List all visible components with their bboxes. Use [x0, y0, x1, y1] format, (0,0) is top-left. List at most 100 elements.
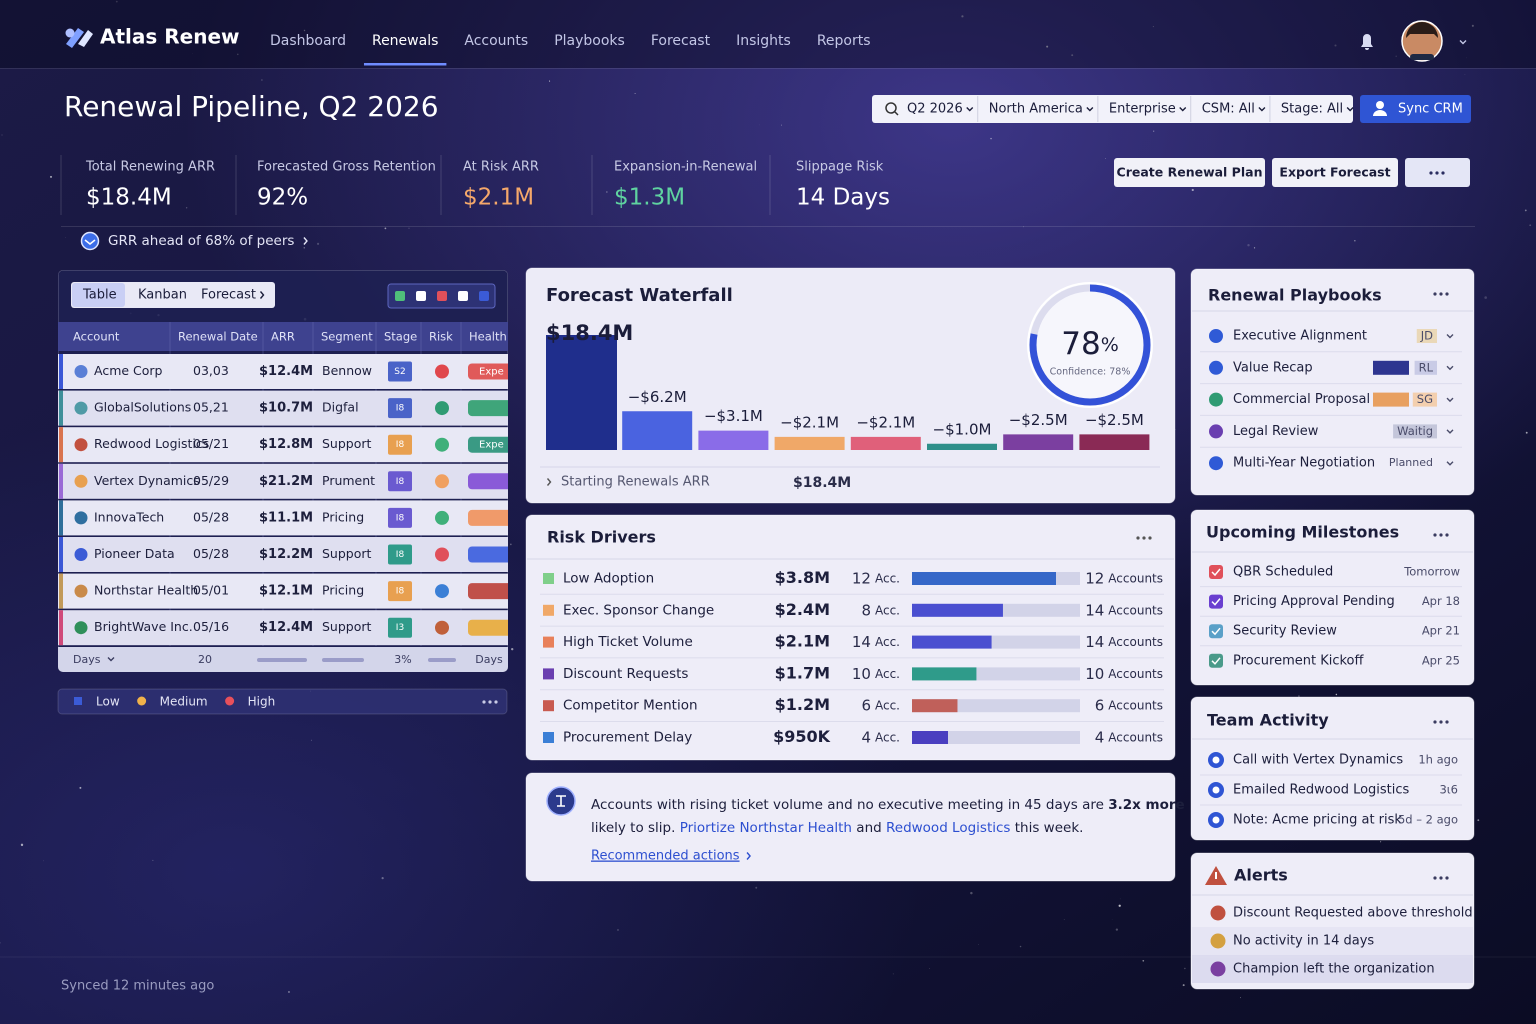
risk-swatch — [543, 636, 554, 648]
table-row[interactable] — [58, 427, 508, 463]
column-header: Segment — [321, 330, 373, 344]
table-row[interactable] — [58, 500, 508, 536]
risk-acc-unit: Acc. — [875, 698, 900, 712]
action-button[interactable] — [1114, 158, 1265, 187]
column-header: Risk — [429, 330, 453, 344]
nav-item[interactable]: Dashboard — [270, 33, 346, 49]
kpi-value: $2.1M — [463, 185, 534, 211]
footer-bar — [322, 658, 364, 662]
chevron-icon — [746, 852, 751, 860]
kpi-value: $18.4M — [86, 185, 172, 211]
milestone-check — [1211, 568, 1221, 577]
filter-dropdown[interactable]: North America — [989, 102, 1083, 117]
insight-link[interactable]: Redwood Logistics — [886, 820, 1010, 836]
chevron-icon — [1446, 429, 1454, 434]
playbook-name[interactable]: Multi-Year Negotiation — [1233, 456, 1375, 471]
milestone-name[interactable]: QBR Scheduled — [1233, 565, 1333, 580]
row-stripe — [59, 354, 63, 389]
table-row[interactable] — [58, 573, 508, 609]
insight-link[interactable]: Priortize Northstar Health — [680, 820, 852, 836]
peer-note[interactable]: GRR ahead of 68% of peers — [108, 233, 294, 249]
table-footer-cell: 20 — [198, 653, 212, 666]
stage-badge-label: I8 — [396, 404, 405, 414]
milestone-name[interactable]: Procurement Kickoff — [1233, 653, 1365, 668]
view-tab[interactable]: Table — [82, 288, 117, 303]
chevron-icon — [1346, 107, 1354, 112]
filter-dropdown[interactable]: Stage: All — [1281, 102, 1343, 117]
risk-bar — [912, 603, 1003, 617]
stage-badge — [388, 544, 412, 565]
nav-item[interactable]: Insights — [736, 33, 791, 49]
playbook-name[interactable]: Commercial Proposal — [1233, 392, 1370, 407]
star — [1524, 209, 1527, 212]
account-dot — [74, 438, 88, 452]
playbook-name[interactable]: Legal Review — [1233, 424, 1319, 439]
star — [1466, 57, 1467, 59]
star — [616, 928, 620, 932]
milestone-name[interactable]: Security Review — [1233, 624, 1337, 639]
star — [892, 973, 894, 975]
milestone-date: Apr 25 — [1422, 653, 1460, 667]
playbook-dot — [1209, 392, 1223, 407]
nav-item[interactable]: Renewals — [372, 33, 438, 49]
waterfall-bar — [774, 436, 845, 450]
star — [755, 886, 758, 889]
star — [928, 968, 930, 969]
filter-dropdown[interactable]: Q2 2026 — [907, 102, 963, 117]
risk-track — [912, 731, 1080, 744]
star — [990, 137, 992, 140]
filter-dropdown[interactable]: Enterprise — [1109, 102, 1176, 117]
milestone-check — [1211, 627, 1221, 636]
activity-text[interactable]: Call with Vertex Dynamics — [1233, 753, 1403, 768]
alert-text[interactable]: Champion left the organization — [1233, 962, 1435, 977]
milestone-name[interactable]: Pricing Approval Pending — [1233, 594, 1395, 609]
nav-item[interactable]: Reports — [817, 33, 871, 49]
chevron-icon — [1446, 334, 1454, 339]
table-row[interactable] — [58, 537, 508, 572]
risk-acc-unit: Acc. — [875, 730, 900, 744]
view-tab[interactable]: Kanban — [138, 288, 187, 303]
view-tab[interactable]: Forecast — [201, 288, 256, 303]
alert-text[interactable]: Discount Requested above threshold — [1233, 906, 1473, 921]
notification-bell[interactable] — [1361, 34, 1373, 50]
waterfall-footer-value: $18.4M — [793, 475, 851, 491]
table-row[interactable] — [58, 354, 508, 389]
activity-text[interactable]: Note: Acme pricing at risk — [1233, 813, 1402, 828]
chevron-icon — [546, 478, 552, 486]
star — [20, 843, 24, 847]
risk-acc-unit: Acc. — [875, 571, 900, 585]
segment: Digfal — [322, 400, 359, 415]
table-row[interactable] — [58, 610, 508, 646]
more-icon — [1445, 876, 1449, 880]
table-row[interactable] — [58, 463, 508, 499]
playbook-tag: RL — [1419, 360, 1434, 374]
nav-item[interactable]: Forecast — [651, 33, 711, 49]
risk-amount: $2.1M — [775, 632, 830, 651]
risk-swatch — [543, 573, 554, 584]
action-button[interactable] — [1272, 158, 1398, 187]
table-header — [58, 322, 508, 351]
recommended-actions-link[interactable]: Recommended actions — [591, 849, 740, 864]
alert-text[interactable]: No activity in 14 days — [1233, 934, 1374, 949]
nav-item[interactable]: Playbooks — [554, 33, 625, 49]
risk-accounts-count: 14 — [1085, 633, 1104, 651]
risk-amount: $1.7M — [775, 663, 830, 682]
risk-bar — [912, 731, 948, 744]
playbook-name[interactable]: Executive Alignment — [1233, 329, 1367, 344]
star — [1023, 226, 1025, 228]
activity-text[interactable]: Emailed Redwood Logistics — [1233, 783, 1410, 798]
filter-dropdown[interactable]: CSM: All — [1202, 102, 1255, 117]
alert-dot — [1210, 961, 1226, 977]
table-row[interactable] — [58, 390, 508, 426]
risk-acc: 10 Acc. — [852, 664, 900, 682]
star — [0, 942, 1, 944]
star — [1471, 24, 1474, 27]
risk-accounts: 6 Accounts — [1095, 696, 1163, 714]
search-icon — [885, 102, 897, 114]
renewal-date: 05/21 — [193, 436, 229, 451]
nav-item[interactable]: Accounts — [464, 33, 528, 49]
playbook-name[interactable]: Value Recap — [1233, 360, 1313, 375]
sync-button[interactable] — [1360, 95, 1471, 123]
risk-acc: 12 Acc. — [852, 569, 900, 587]
star — [1191, 188, 1194, 192]
